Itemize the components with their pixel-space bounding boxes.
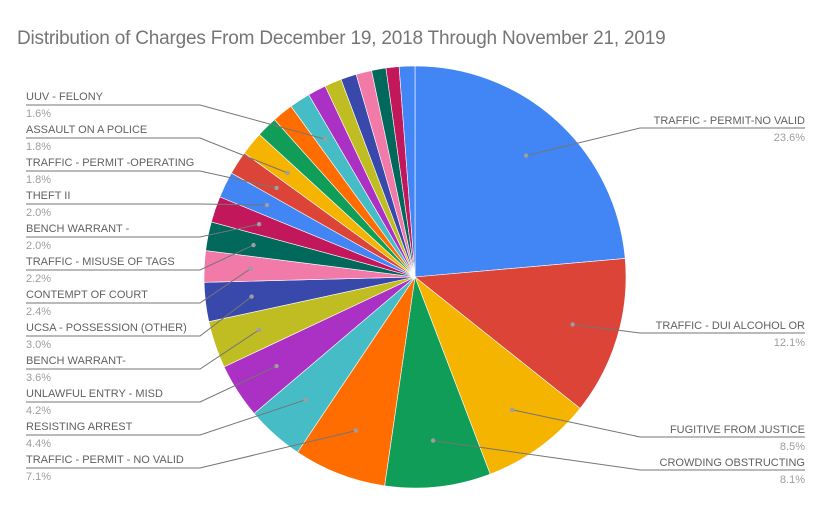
leader-line xyxy=(512,409,805,438)
callout-percent: 4.2% xyxy=(26,405,52,417)
pie-slice[interactable] xyxy=(414,65,626,278)
pie-slices xyxy=(203,65,627,489)
leader-line xyxy=(26,223,260,238)
chart-title: Distribution of Charges From December 19… xyxy=(17,28,666,49)
leader-line xyxy=(26,296,252,337)
callout-percent: 2.4% xyxy=(26,306,52,318)
callout-percent: 2.0% xyxy=(26,240,52,252)
callout-percent: 23.6% xyxy=(773,132,805,144)
leader-dot xyxy=(251,242,256,248)
callout-percent: 4.4% xyxy=(26,438,52,450)
callout-label: RESISTING ARREST xyxy=(26,421,133,433)
leader-line xyxy=(26,203,268,206)
pie-slice[interactable] xyxy=(414,276,581,475)
callout-label: TRAFFIC - MISUSE OF TAGS xyxy=(26,256,175,268)
callout-percent: 8.1% xyxy=(779,474,805,486)
callout-label: UCSA - POSSESSION (OTHER) xyxy=(26,322,187,334)
callout-percent: 12.1% xyxy=(773,337,805,349)
callout-percent: 1.8% xyxy=(26,174,52,186)
leader-line xyxy=(26,268,251,304)
leader-dot xyxy=(285,170,290,176)
leader-line xyxy=(433,440,805,471)
leader-dot xyxy=(322,137,328,142)
leader-dot xyxy=(249,294,254,299)
callout-label: TRAFFIC - PERMIT -OPERATING xyxy=(26,157,195,169)
callout-label: FUGITIVE FROM JUSTICE xyxy=(669,424,805,436)
leader-dot xyxy=(430,438,436,443)
pie-slice[interactable] xyxy=(414,258,627,409)
callout-label: CONTEMPT OF COURT xyxy=(26,289,148,301)
leader-lines xyxy=(26,104,805,471)
callout-label: ASSAULT ON A POLICE xyxy=(26,124,148,136)
callout-percent: 8.5% xyxy=(779,441,805,453)
leader-dot xyxy=(264,202,270,208)
leader-line xyxy=(525,127,805,157)
leader-dot xyxy=(274,363,279,369)
leader-line xyxy=(26,170,277,189)
pie-slice[interactable] xyxy=(398,65,416,278)
callout-percent: 2.2% xyxy=(26,273,52,285)
callout-label: TRAFFIC - DUI ALCOHOL OR xyxy=(655,320,805,332)
callout-label: BENCH WARRANT- xyxy=(26,355,126,367)
callout-percent: 1.8% xyxy=(26,141,52,153)
leader-line xyxy=(26,430,357,469)
callout-label: UUV - FELONY xyxy=(26,91,104,103)
leader-line xyxy=(26,365,277,403)
leader-dot xyxy=(256,327,262,332)
leader-dot xyxy=(256,222,262,227)
leader-dot xyxy=(274,185,279,191)
callout-label: CROWDING OBSTRUCTING xyxy=(659,457,805,469)
leader-line xyxy=(26,137,288,174)
callout-label: TRAFFIC - PERMIT-NO VALID xyxy=(653,115,805,127)
leader-dot xyxy=(523,153,529,158)
callout-label: THEFT II xyxy=(26,190,71,202)
callout-label: TRAFFIC - PERMIT - NO VALID xyxy=(26,454,184,466)
callout-label: BENCH WARRANT - xyxy=(26,223,130,235)
leader-dot xyxy=(570,322,575,327)
callout-percent: 2.0% xyxy=(26,207,52,219)
leader-line xyxy=(26,244,254,271)
callout-label: UNLAWFUL ENTRY - MISD xyxy=(26,388,163,400)
callout-percent: 3.6% xyxy=(26,372,52,384)
leader-line xyxy=(572,323,805,334)
leader-line xyxy=(26,104,326,140)
callout-percent: 1.6% xyxy=(26,108,52,120)
leader-dot xyxy=(510,407,515,412)
callout-percent: 3.0% xyxy=(26,339,52,351)
leader-dot xyxy=(248,266,253,271)
leader-dot xyxy=(303,397,308,402)
callout-percent: 7.1% xyxy=(26,471,52,483)
leader-dot xyxy=(353,428,359,433)
leader-line xyxy=(26,399,306,436)
leader-line xyxy=(26,329,260,370)
pie-slice[interactable] xyxy=(384,275,491,489)
